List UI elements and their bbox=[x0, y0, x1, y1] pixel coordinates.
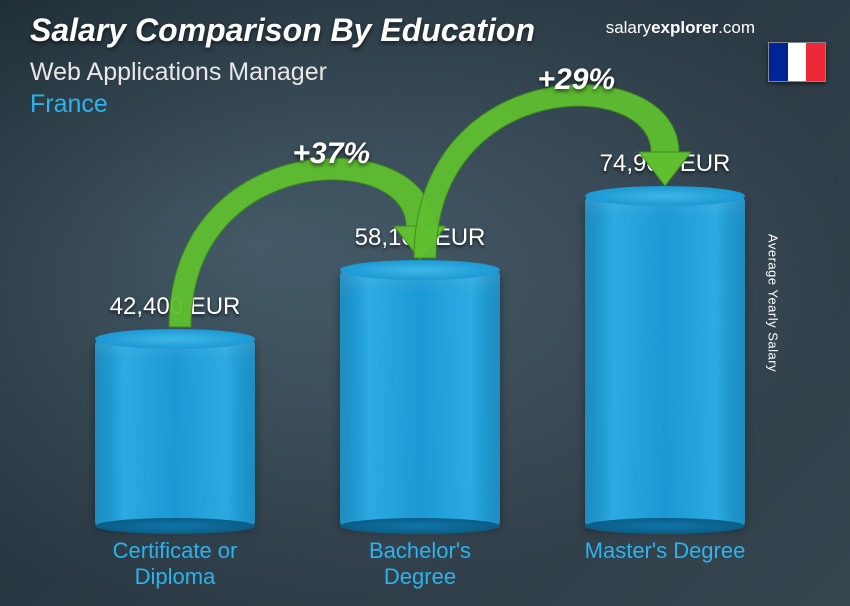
flag-stripe-1 bbox=[788, 43, 807, 81]
infographic-canvas: Salary Comparison By Education Web Appli… bbox=[0, 0, 850, 606]
bar-chart: 42,400 EURCertificate or Diploma58,100 E… bbox=[60, 130, 770, 586]
brand-bold: explorer bbox=[651, 18, 718, 37]
increase-label-1: +29% bbox=[538, 63, 616, 97]
brand-suffix: .com bbox=[718, 18, 755, 37]
increase-arrow-1 bbox=[60, 130, 770, 586]
brand-prefix: salary bbox=[606, 18, 651, 37]
chart-title: Salary Comparison By Education bbox=[30, 12, 535, 49]
flag-icon bbox=[768, 42, 826, 82]
brand-label: salaryexplorer.com bbox=[606, 18, 755, 38]
chart-subtitle: Web Applications Manager bbox=[30, 58, 327, 87]
flag-stripe-2 bbox=[806, 43, 825, 81]
country-label: France bbox=[30, 90, 108, 119]
flag-stripe-0 bbox=[769, 43, 788, 81]
